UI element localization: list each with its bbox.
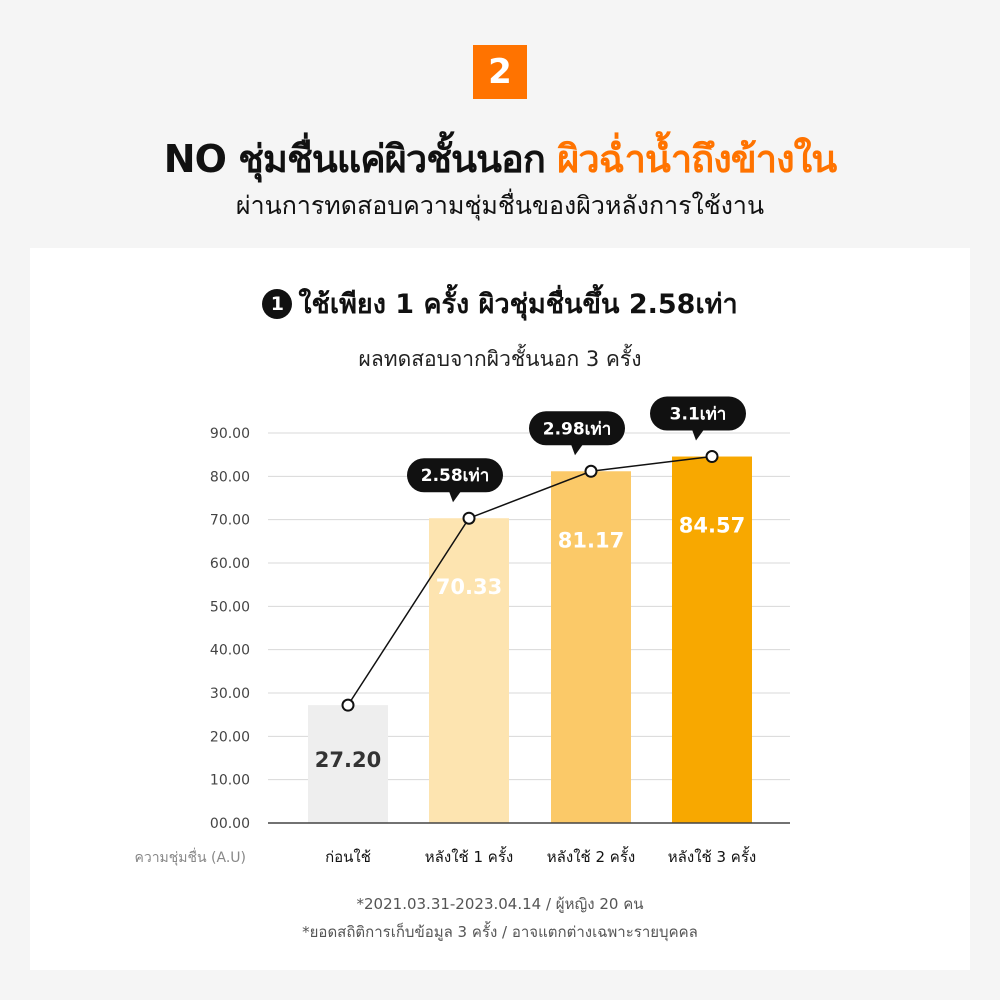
callout-pointer [449, 491, 461, 503]
line-point [341, 698, 355, 712]
bar [551, 471, 631, 823]
bar [429, 518, 509, 823]
headline-black: NO ชุ่มชื่นแค่ผิวชั้นนอก [163, 137, 546, 181]
x-tick-label: หลังใช้ 1 ครั้ง [425, 846, 513, 866]
bar-value-label: 81.17 [558, 528, 624, 552]
callout-bubble [407, 458, 503, 493]
callout-label: 2.98เท่า [543, 419, 612, 439]
headline-orange: ผิวฉ่ำน้ำถึงข้างใน [557, 137, 837, 181]
y-tick-label: 90.00 [210, 426, 250, 442]
y-tick-label: 50.00 [210, 599, 250, 615]
y-tick-label: 80.00 [210, 469, 250, 485]
line-point [705, 450, 719, 464]
callout-bubble [650, 396, 746, 431]
number-badge: 1 [262, 289, 293, 319]
chart-title-text: ใช้เพียง 1 ครั้ง ผิวชุ่มชื่นขึ้น 2.58เท่… [298, 289, 738, 320]
y-axis-label: ความชุ่มชื่น (A.U) [134, 848, 246, 866]
chart-title: 1 ใช้เพียง 1 ครั้ง ผิวชุ่มชื่นขึ้น 2.58เท… [0, 282, 1000, 325]
bar-value-label: 84.57 [679, 514, 745, 538]
line-point [462, 511, 476, 525]
y-tick-label: 40.00 [210, 643, 250, 659]
y-tick-label: 00.00 [210, 816, 250, 832]
callout-label: 3.1เท่า [670, 405, 727, 425]
subheadline: ผ่านการทดสอบความชุ่มชื่นของผิวหลังการใช้… [235, 191, 765, 220]
note-2: *ยอดสถิติการเก็บข้อมูล 3 ครั้ง / อาจแตกต… [302, 923, 698, 941]
bar [308, 705, 388, 823]
bar-value-label: 27.20 [315, 748, 381, 772]
x-tick-label: หลังใช้ 3 ครั้ง [668, 846, 756, 866]
x-tick-label: ก่อนใช้ [325, 848, 371, 866]
callout-label: 2.58เท่า [421, 466, 490, 486]
y-tick-label: 30.00 [210, 686, 250, 702]
headline: NO ชุ่มชื่นแค่ผิวชั้นนอก ผิวฉ่ำน้ำถึงข้า… [0, 128, 1000, 189]
x-tick-label: หลังใช้ 2 ครั้ง [547, 846, 635, 866]
callout-bubble [529, 411, 625, 446]
trend-line [347, 455, 713, 706]
line-point [584, 464, 598, 478]
step-badge: 2 [473, 45, 527, 99]
note-1: *2021.03.31-2023.04.14 / ผู้หญิง 20 คน [356, 895, 644, 913]
y-tick-label: 70.00 [210, 513, 250, 529]
y-tick-label: 60.00 [210, 556, 250, 572]
callout-pointer [571, 444, 583, 456]
y-tick-label: 10.00 [210, 773, 250, 789]
callout-pointer [692, 429, 704, 441]
y-tick-label: 20.00 [210, 729, 250, 745]
bar [672, 456, 752, 823]
bar-value-label: 70.33 [436, 575, 502, 599]
chart-subtitle: ผลทดสอบจากผิวชั้นนอก 3 ครั้ง [358, 347, 642, 371]
